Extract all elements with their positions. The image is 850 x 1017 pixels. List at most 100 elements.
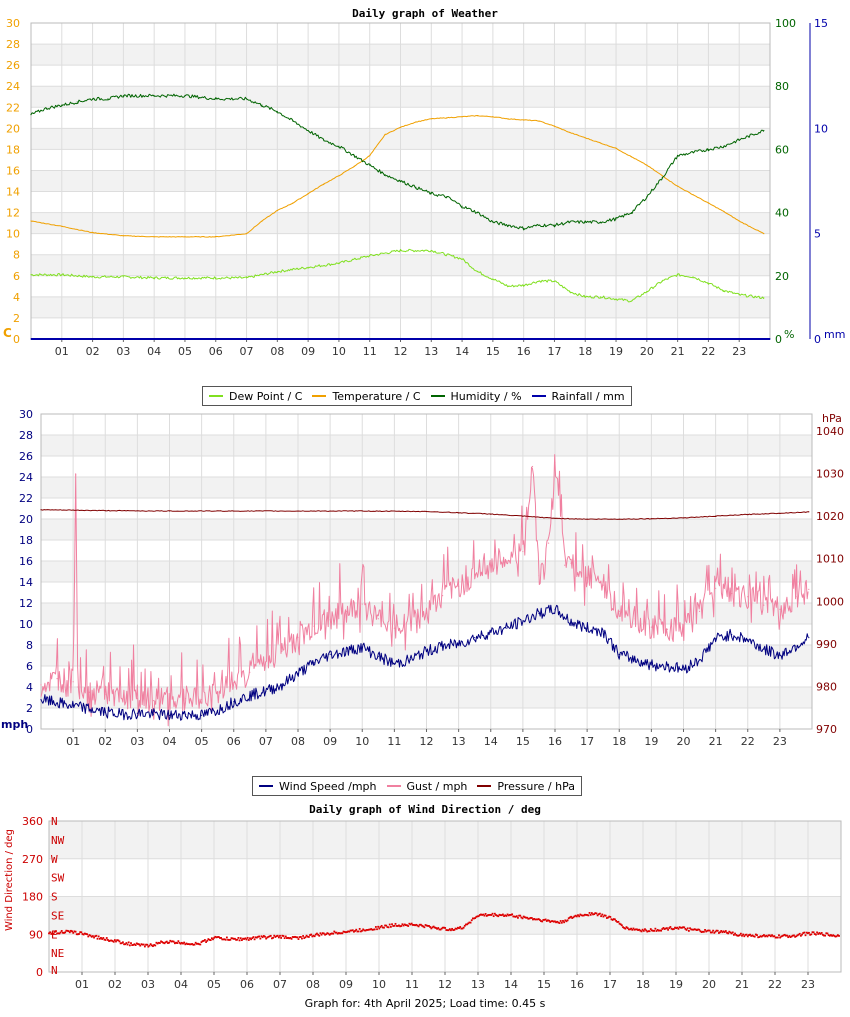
direction-point [399,925,402,928]
direction-point [783,933,786,936]
direction-point [56,932,58,935]
direction-point [753,935,756,938]
direction-point [745,933,748,936]
y-tick-label-right-humidity: 20 [775,270,789,283]
direction-point [244,937,247,940]
data-point [747,513,749,516]
data-point [630,300,633,302]
direction-point [481,914,484,916]
direction-point [238,939,241,942]
data-point [507,118,509,120]
direction-point [749,933,751,936]
direction-point [158,942,161,944]
data-point [723,145,725,147]
direction-point [325,933,328,936]
direction-point [582,914,585,917]
direction-point [431,926,434,929]
direction-point [748,934,750,937]
direction-point [185,942,188,945]
direction-point [212,938,214,941]
direction-point [808,931,810,934]
direction-point [657,929,660,932]
direction-point [818,932,821,934]
direction-point [313,935,316,938]
data-point [201,699,203,701]
direction-point [669,926,672,928]
direction-point [447,929,450,932]
direction-point [262,935,265,937]
direction-point [530,917,533,919]
direction-point [378,927,381,930]
direction-point [760,935,763,938]
x-tick-label: 10 [355,735,369,748]
direction-point [280,937,283,939]
direction-point [186,943,189,946]
x-tick-label: 13 [424,345,438,358]
direction-point [646,930,649,933]
data-point [338,262,340,264]
direction-point [430,927,433,930]
direction-point [112,940,115,943]
compass-label: N [51,815,58,828]
direction-point [584,913,586,916]
data-point [88,708,90,710]
direction-point [292,936,295,939]
direction-point [815,933,817,936]
data-point [795,645,797,647]
direction-point [160,940,162,943]
direction-point [374,926,377,928]
data-point [184,697,187,700]
direction-point [827,934,830,937]
direction-point [432,925,435,928]
direction-point [478,914,481,916]
direction-point [743,935,746,938]
direction-point [98,937,101,940]
data-point [276,110,278,113]
direction-point [266,936,269,939]
x-tick-label: 14 [484,735,498,748]
direction-point [208,938,211,941]
direction-point [210,937,213,940]
data-point [584,221,586,223]
data-point [650,518,652,520]
direction-point [89,934,92,937]
data-point [570,621,572,623]
x-tick-label: 23 [801,978,815,991]
direction-point [699,930,702,933]
y-tick-label-left: 10 [19,618,33,631]
direction-point [274,936,277,938]
data-point [415,186,417,188]
direction-point [295,936,298,939]
data-point [564,564,566,566]
series-line-temperature-c [30,115,765,238]
direction-point [764,935,766,938]
direction-point [415,923,418,926]
footer-text: Graph for: 4th April 2025; Load time: 0.… [304,997,546,1010]
direction-point [641,928,644,931]
direction-point [733,933,735,936]
direction-point [800,934,802,937]
direction-point [102,937,105,939]
legend-item-dew-point: Dew Point / C [209,390,302,403]
x-tick-label: 15 [537,978,551,991]
direction-point [195,942,198,945]
direction-point [668,927,671,929]
direction-point [154,944,157,947]
direction-point [596,914,599,917]
direction-point [157,941,160,944]
direction-point [735,934,738,936]
direction-point [71,930,73,933]
direction-point [209,939,212,942]
direction-point [142,943,145,946]
data-point [738,294,740,296]
direction-point [252,936,255,938]
direction-point [520,916,523,919]
direction-point [662,927,665,929]
y-tick-label-left: 28 [19,429,33,442]
direction-point [253,938,256,941]
direction-point [541,920,544,923]
data-point [584,296,586,298]
direction-point [787,936,790,939]
data-point [40,699,42,701]
y-tick-label-left: 26 [6,59,20,72]
